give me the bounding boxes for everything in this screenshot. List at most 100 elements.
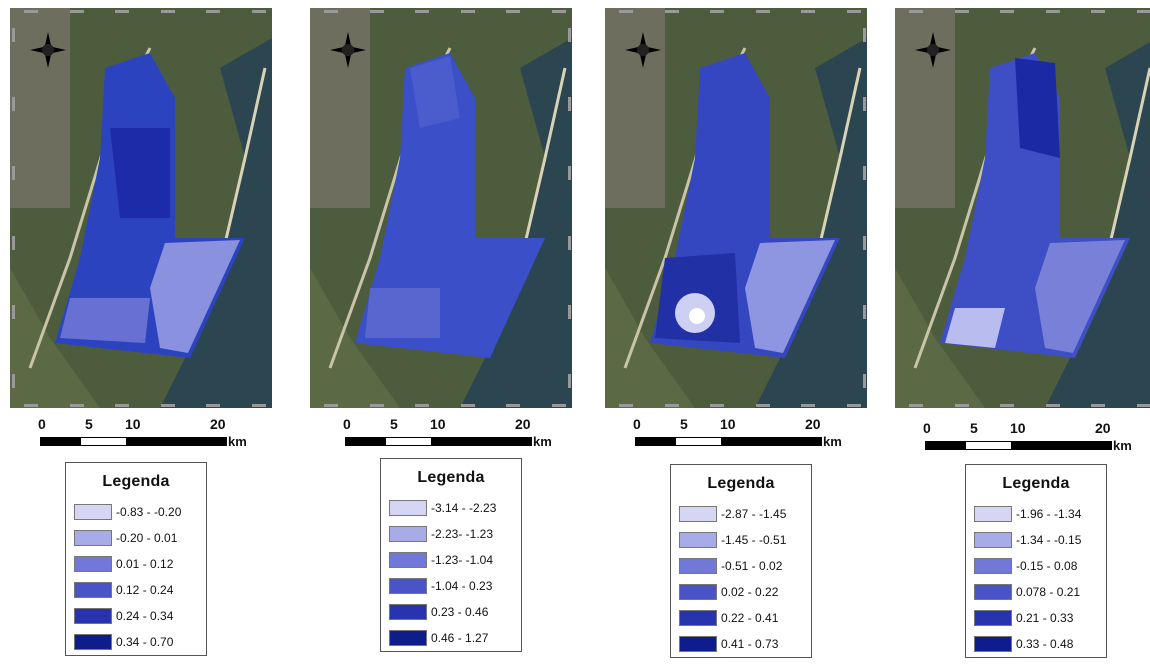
legend-swatch — [389, 552, 427, 568]
ticks-bottom — [909, 402, 1150, 408]
scale-label-10: 10 — [430, 416, 446, 432]
legend-label: -0.20 - 0.01 — [116, 531, 178, 545]
map-panel-2: 0 5 10 20 km Legenda -3.14 - -2.23 -2.23… — [295, 0, 572, 669]
legend-item: 0.22 - 0.41 — [671, 605, 811, 631]
very-light-class-region — [945, 308, 1005, 348]
legend-item: -1.96 - -1.34 — [966, 501, 1106, 527]
legend-item: -1.23- -1.04 — [381, 547, 521, 573]
legend-item: 0.41 - 0.73 — [671, 631, 811, 657]
dark-class-region — [1015, 58, 1060, 158]
north-arrow-icon — [30, 32, 66, 68]
legend-label: 0.12 - 0.24 — [116, 583, 174, 597]
legend-label: -1.23- -1.04 — [431, 553, 494, 567]
legend-swatch — [974, 558, 1012, 574]
legend-label: -2.23- -1.23 — [431, 527, 494, 541]
white-spot — [689, 308, 705, 324]
scale-bar-segments — [40, 437, 227, 446]
scale-label-0: 0 — [343, 416, 351, 432]
legend-label: 0.41 - 0.73 — [721, 637, 779, 651]
satellite-map — [895, 8, 1150, 408]
scale-label-5: 5 — [680, 416, 688, 432]
legend-swatch — [74, 530, 112, 546]
legend-label: 0.078 - 0.21 — [1016, 585, 1081, 599]
scale-label-5: 5 — [970, 420, 978, 436]
legend-box: Legenda -2.87 - -1.45 -1.45 - -0.51 -0.5… — [670, 464, 812, 658]
legend-box: Legenda -3.14 - -2.23 -2.23- -1.23 -1.23… — [380, 458, 522, 652]
legend-swatch — [389, 500, 427, 516]
legend-item: 0.33 - 0.48 — [966, 631, 1106, 657]
legend-item: 0.23 - 0.46 — [381, 599, 521, 625]
map-panel-4: 0 5 10 20 km Legenda -1.96 - -1.34 -1.34… — [875, 0, 1150, 669]
legend-swatch — [389, 604, 427, 620]
scale-label-10: 10 — [1010, 420, 1026, 436]
legend-label: 0.01 - 0.12 — [116, 557, 174, 571]
ticks-top — [24, 8, 266, 14]
legend-item: 0.12 - 0.24 — [66, 577, 206, 603]
legend-label: -2.87 - -1.45 — [721, 507, 787, 521]
map-frame — [10, 8, 272, 408]
map-panel-1: 0 5 10 20 km Legenda -0.83 - -0.20 -0.20… — [0, 0, 275, 669]
legend-item: 0.02 - 0.22 — [671, 579, 811, 605]
legend-item: -1.04 - 0.23 — [381, 573, 521, 599]
legend-swatch — [974, 610, 1012, 626]
scale-label-10: 10 — [125, 416, 141, 432]
north-arrow-icon — [330, 32, 366, 68]
ticks-top — [619, 8, 861, 14]
legend-swatch — [974, 636, 1012, 652]
legend-swatch — [389, 526, 427, 542]
legend-box: Legenda -0.83 - -0.20 -0.20 - 0.01 0.01 … — [65, 462, 207, 656]
legend-swatch — [679, 584, 717, 600]
legend-title: Legenda — [417, 469, 485, 486]
legend-title: Legenda — [102, 473, 170, 490]
legend-item: 0.01 - 0.12 — [66, 551, 206, 577]
legend-label: -1.04 - 0.23 — [431, 579, 493, 593]
legend-swatch — [74, 504, 112, 520]
scale-bar-segments — [925, 441, 1112, 450]
legend-item: -1.45 - -0.51 — [671, 527, 811, 553]
legend-swatch — [974, 584, 1012, 600]
legend-swatch — [679, 636, 717, 652]
scale-unit: km — [1113, 438, 1132, 453]
scale-bar: 0 5 10 20 km — [30, 416, 247, 450]
scale-label-20: 20 — [1095, 420, 1111, 436]
legend-swatch — [74, 556, 112, 572]
legend-item: -2.23- -1.23 — [381, 521, 521, 547]
scale-bar: 0 5 10 20 km — [625, 416, 842, 450]
light-class-region — [1035, 240, 1125, 353]
legend-label: -0.15 - 0.08 — [1016, 559, 1078, 573]
scale-label-0: 0 — [923, 420, 931, 436]
scale-label-10: 10 — [720, 416, 736, 432]
scale-label-0: 0 — [633, 416, 641, 432]
scale-label-0: 0 — [38, 416, 46, 432]
legend-label: -1.96 - -1.34 — [1016, 507, 1082, 521]
scale-unit: km — [228, 434, 247, 449]
map-frame — [605, 8, 867, 408]
map-panel-3: 0 5 10 20 km Legenda -2.87 - -1.45 -1.45… — [590, 0, 867, 669]
legend-label: -1.45 - -0.51 — [721, 533, 787, 547]
legend-item: 0.21 - 0.33 — [966, 605, 1106, 631]
satellite-map — [605, 8, 867, 408]
ticks-right — [566, 28, 572, 388]
light-class-region — [150, 240, 240, 353]
satellite-map — [310, 8, 572, 408]
scale-bar: 0 5 10 20 km — [915, 420, 1132, 454]
legend-label: -0.51 - 0.02 — [721, 559, 783, 573]
legend-label: 0.33 - 0.48 — [1016, 637, 1074, 651]
legend-label: 0.24 - 0.34 — [116, 609, 174, 623]
legend-swatch — [974, 506, 1012, 522]
legend-item: -0.20 - 0.01 — [66, 525, 206, 551]
legend-item: -0.51 - 0.02 — [671, 553, 811, 579]
ticks-bottom — [24, 402, 266, 408]
scale-unit: km — [823, 434, 842, 449]
satellite-map — [10, 8, 272, 408]
legend-swatch — [74, 634, 112, 650]
north-arrow-icon — [625, 32, 661, 68]
legend-item: -0.83 - -0.20 — [66, 499, 206, 525]
legend-label: -1.34 - -0.15 — [1016, 533, 1082, 547]
scale-bar-segments — [345, 437, 532, 446]
scale-label-5: 5 — [85, 416, 93, 432]
light-class-region — [745, 240, 835, 353]
farmland-patch — [10, 268, 100, 408]
legend-item: -1.34 - -0.15 — [966, 527, 1106, 553]
legend-swatch — [679, 506, 717, 522]
